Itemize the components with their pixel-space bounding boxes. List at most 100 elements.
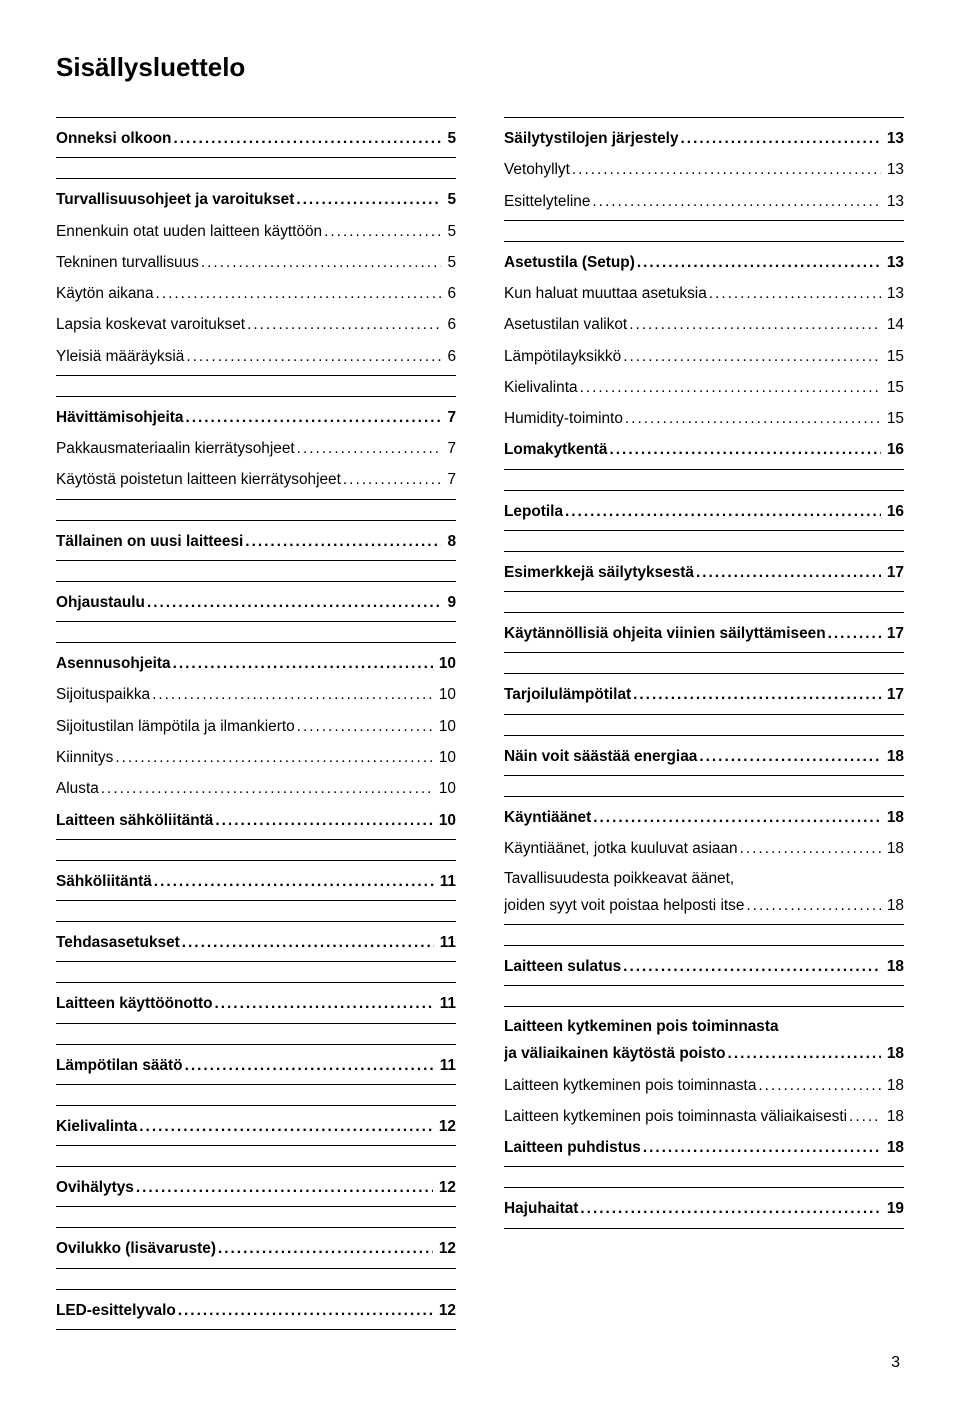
toc-label: Laitteen kytkeminen pois toiminnasta — [504, 1071, 881, 1100]
toc-label: Tällainen on uusi laitteesi — [56, 527, 441, 556]
toc-page: 18 — [881, 803, 904, 832]
toc-entry: Hajuhaitat19 — [504, 1187, 904, 1228]
toc-label: Asennusohjeita — [56, 649, 433, 678]
toc-label: Ovilukko (lisävaruste) — [56, 1234, 433, 1263]
toc-label: Esittelyteline — [504, 187, 881, 216]
toc-label: Laitteen sähköliitäntä — [56, 806, 433, 835]
toc-page: 17 — [881, 558, 904, 587]
toc-entry: Laitteen käyttöönotto11 — [56, 982, 456, 1023]
toc-entry: Laitteen kytkeminen pois toiminnasta väl… — [504, 1101, 904, 1132]
toc-label: Lämpötilan säätö — [56, 1051, 434, 1080]
toc-entry: Tehdasasetukset11 — [56, 921, 456, 962]
toc-label: Tehdasasetukset — [56, 928, 434, 957]
toc-entry: Laitteen kytkeminen pois toiminnasta18 — [504, 1070, 904, 1101]
toc-label: Asetustilan valikot — [504, 310, 881, 339]
toc-entry: Hävittämisohjeita7 — [56, 396, 456, 433]
toc-entry: Ovihälytys12 — [56, 1166, 456, 1207]
toc-entry: Laitteen puhdistus18 — [504, 1132, 904, 1167]
toc-page: 7 — [441, 434, 456, 463]
toc-page: 13 — [881, 187, 904, 216]
toc-entry: Esittelyteline13 — [504, 186, 904, 221]
toc-entry: LED-esittelyvalo12 — [56, 1289, 456, 1330]
toc-label: Lapsia koskevat varoitukset — [56, 310, 441, 339]
toc-entry: Säilytystilojen järjestely13 — [504, 117, 904, 154]
toc-page: 19 — [881, 1194, 904, 1223]
toc-label: Säilytystilojen järjestely — [504, 124, 881, 153]
toc-entry: Laitteen sulatus18 — [504, 945, 904, 986]
toc-page: 10 — [433, 680, 456, 709]
toc-page: 5 — [441, 185, 456, 214]
toc-entry: Laitteen sähköliitäntä10 — [56, 805, 456, 840]
toc-label: Pakkausmateriaalin kierrätysohjeet — [56, 434, 441, 463]
toc-page: 10 — [433, 743, 456, 772]
toc-entry: Sijoituspaikka10 — [56, 679, 456, 710]
toc-entry: Käyntiäänet18 — [504, 796, 904, 833]
toc-page: 18 — [881, 834, 904, 863]
toc-entry: Lepotila16 — [504, 490, 904, 531]
toc-label: Turvallisuusohjeet ja varoitukset — [56, 185, 441, 214]
toc-page: 10 — [433, 712, 456, 741]
toc-entry: joiden syyt voit poistaa helposti itse18 — [504, 890, 904, 925]
toc-entry: Lomakytkentä16 — [504, 434, 904, 469]
toc-label: Käytännöllisiä ohjeita viinien säilyttäm… — [504, 619, 881, 648]
toc-label: Sijoituspaikka — [56, 680, 433, 709]
toc-entry: Ovilukko (lisävaruste)12 — [56, 1227, 456, 1268]
toc-page: 11 — [434, 867, 456, 896]
toc-entry: Kun haluat muuttaa asetuksia13 — [504, 278, 904, 309]
toc-entry: Humidity-toiminto15 — [504, 403, 904, 434]
toc-entry: Ennenkuin otat uuden laitteen käyttöön5 — [56, 216, 456, 247]
toc-entry: Esimerkkejä säilytyksestä17 — [504, 551, 904, 592]
toc-entry: Käytöstä poistetun laitteen kierrätysohj… — [56, 464, 456, 499]
toc-label: Kiinnitys — [56, 743, 433, 772]
toc-label: Käyntiäänet — [504, 803, 881, 832]
toc-entry: Tarjoilulämpötilat17 — [504, 673, 904, 714]
toc-label: Käytöstä poistetun laitteen kierrätysohj… — [56, 465, 441, 494]
toc-entry: Tekninen turvallisuus5 — [56, 247, 456, 278]
toc-page: 18 — [881, 1039, 904, 1068]
toc-page: 9 — [441, 588, 456, 617]
toc-entry: ja väliaikainen käytöstä poisto18 — [504, 1038, 904, 1069]
toc-page: 10 — [433, 774, 456, 803]
toc-label: Käyntiäänet, jotka kuuluvat asiaan — [504, 834, 881, 863]
toc-column-right: Säilytystilojen järjestely13Vetohyllyt13… — [504, 117, 904, 1336]
toc-label-line1: Tavallisuudesta poikkeavat äänet, — [504, 865, 904, 890]
toc-entry: Lapsia koskevat varoitukset6 — [56, 309, 456, 340]
toc-page: 11 — [434, 1051, 456, 1080]
page-number: 3 — [891, 1354, 900, 1372]
toc-page: 15 — [881, 342, 904, 371]
toc-entry: Asetustila (Setup)13 — [504, 241, 904, 278]
page-title: Sisällysluettelo — [56, 52, 904, 83]
toc-page: 13 — [881, 155, 904, 184]
toc-page: 10 — [433, 806, 456, 835]
toc-label: Lämpötilayksikkö — [504, 342, 881, 371]
toc-entry: Käytön aikana6 — [56, 278, 456, 309]
toc-entry: Käytännöllisiä ohjeita viinien säilyttäm… — [504, 612, 904, 653]
toc-label: LED-esittelyvalo — [56, 1296, 433, 1325]
toc-page: 18 — [881, 891, 904, 920]
toc-page: 5 — [441, 217, 456, 246]
toc-entry: Onneksi olkoon5 — [56, 117, 456, 158]
toc-page: 15 — [881, 373, 904, 402]
toc-page: 17 — [881, 619, 904, 648]
toc-label: joiden syyt voit poistaa helposti itse — [504, 891, 881, 920]
toc-label: Laitteen puhdistus — [504, 1133, 881, 1162]
toc-entry-multiline: Laitteen kytkeminen pois toiminnastaja v… — [504, 1006, 904, 1069]
toc-label: Hajuhaitat — [504, 1194, 881, 1223]
toc-page: 5 — [441, 248, 456, 277]
toc-entry: Asetustilan valikot14 — [504, 309, 904, 340]
toc-page: 18 — [881, 952, 904, 981]
toc-entry: Näin voit säästää energiaa18 — [504, 735, 904, 776]
toc-page: 12 — [433, 1112, 456, 1141]
toc-entry-multiline: Tavallisuudesta poikkeavat äänet,joiden … — [504, 865, 904, 925]
toc-page: 11 — [434, 989, 456, 1018]
toc-label: Kun haluat muuttaa asetuksia — [504, 279, 881, 308]
toc-label: Yleisiä määräyksiä — [56, 342, 441, 371]
toc-label: Ovihälytys — [56, 1173, 433, 1202]
toc-page: 18 — [881, 1102, 904, 1131]
toc-page: 18 — [881, 742, 904, 771]
toc-label: Tekninen turvallisuus — [56, 248, 441, 277]
toc-page: 13 — [881, 279, 904, 308]
toc-page: 6 — [441, 310, 456, 339]
toc-page: 6 — [441, 342, 456, 371]
toc-label: Laitteen käyttöönotto — [56, 989, 434, 1018]
